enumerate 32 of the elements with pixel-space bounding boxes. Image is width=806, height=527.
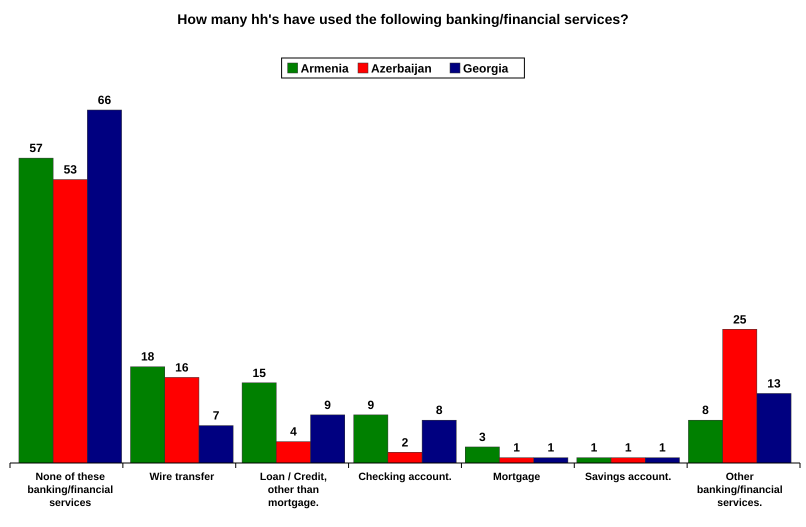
legend-label: Azerbaijan: [371, 62, 432, 76]
data-label: 25: [733, 312, 747, 326]
x-tick-label: Other banking/financial services.: [696, 471, 783, 509]
data-label: 53: [64, 162, 78, 177]
data-label: 2: [402, 435, 409, 450]
data-label: 1: [624, 440, 632, 455]
data-label: 16: [175, 360, 189, 374]
data-label: 9: [324, 398, 332, 412]
data-label: 13: [767, 376, 781, 390]
data-label: 9: [367, 398, 374, 412]
data-label: 18: [140, 350, 155, 364]
legend-label: Georgia: [463, 62, 509, 76]
data-label: 1: [590, 440, 598, 455]
legend-label: Armenia: [300, 62, 349, 76]
data-label: 1: [547, 440, 554, 455]
data-label: 57: [29, 141, 44, 156]
data-label: 66: [98, 93, 112, 107]
x-tick-label: Checking account.: [358, 471, 452, 483]
x-tick-label: Savings account.: [584, 471, 672, 483]
chart-title: How many hh's have used the following banking/financial services?: [177, 11, 629, 27]
x-tick-label: None of these banking/financial services: [27, 471, 114, 509]
data-label: 1: [513, 440, 520, 455]
data-label: 7: [212, 408, 220, 423]
data-label: 8: [436, 403, 443, 418]
x-tick-label: Loan / Credit, other than mortgage.: [260, 471, 328, 509]
x-tick-label: Mortgage: [492, 471, 540, 483]
data-label: 1: [659, 440, 666, 455]
data-label: 15: [252, 366, 266, 380]
data-label: 3: [479, 430, 486, 444]
x-tick-label: Wire transfer: [149, 471, 214, 483]
data-label: 8: [702, 403, 710, 418]
data-label: 4: [290, 424, 298, 439]
